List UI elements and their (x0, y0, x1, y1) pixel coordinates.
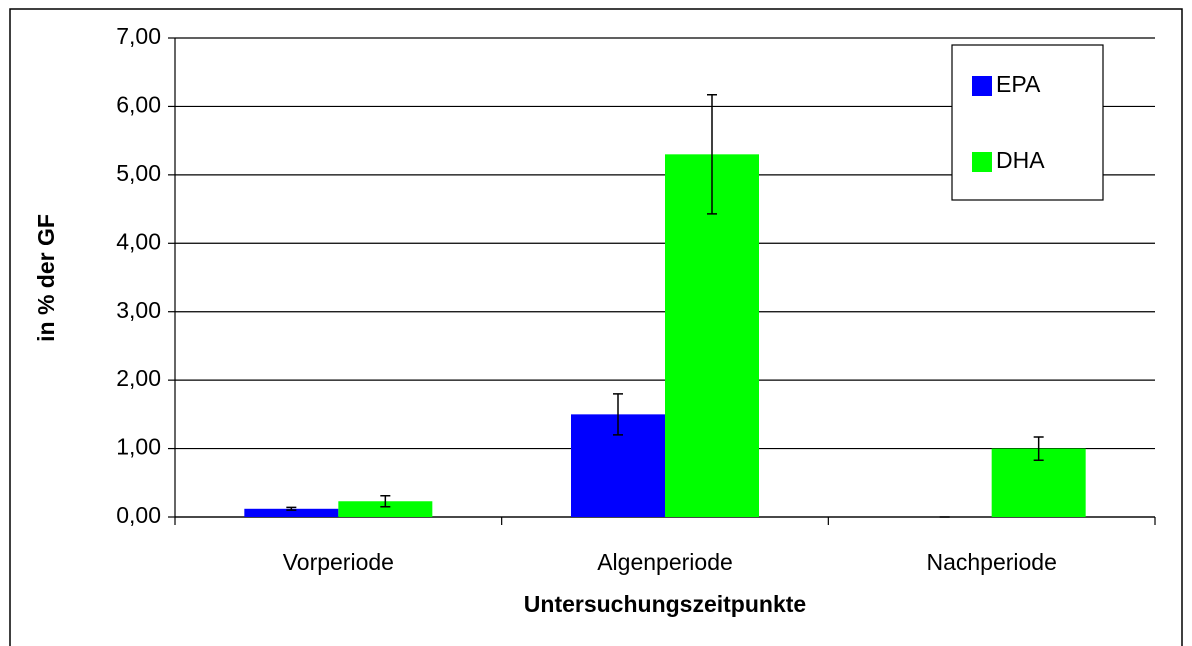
bar (244, 508, 339, 517)
error-bar (380, 495, 391, 508)
x-axis-label: Untersuchungszeitpunkte (524, 591, 806, 617)
chart-frame (9, 8, 1183, 646)
error-bar (286, 506, 297, 511)
y-tick-label: 0,00 (116, 502, 161, 528)
y-tick-label: 5,00 (116, 160, 161, 186)
y-tick-label: 7,00 (116, 23, 161, 49)
error-bar (707, 94, 717, 215)
y-tick-label: 1,00 (116, 434, 161, 460)
y-tick-label: 6,00 (116, 92, 161, 118)
y-tick-label: 3,00 (116, 297, 161, 323)
legend-box (951, 44, 1104, 201)
y-tick-label: 2,00 (116, 365, 161, 391)
legend-swatch (972, 76, 992, 96)
error-bar (1033, 436, 1044, 461)
bar (665, 154, 759, 518)
legend-label: EPA (996, 71, 1041, 97)
legend-label: DHA (996, 147, 1045, 173)
x-tick-label: Vorperiode (283, 549, 394, 575)
legend-swatch (972, 152, 992, 172)
bar (338, 501, 433, 517)
error-bar (613, 393, 623, 436)
x-tick-label: Algenperiode (597, 549, 733, 575)
y-axis-label: in % der GF (33, 214, 59, 342)
x-tick-label: Nachperiode (926, 549, 1056, 575)
y-tick-label: 4,00 (116, 228, 161, 254)
